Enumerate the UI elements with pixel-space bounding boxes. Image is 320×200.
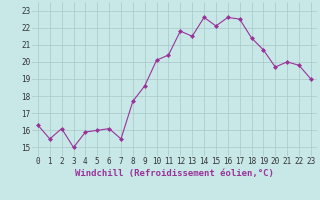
- X-axis label: Windchill (Refroidissement éolien,°C): Windchill (Refroidissement éolien,°C): [75, 169, 274, 178]
